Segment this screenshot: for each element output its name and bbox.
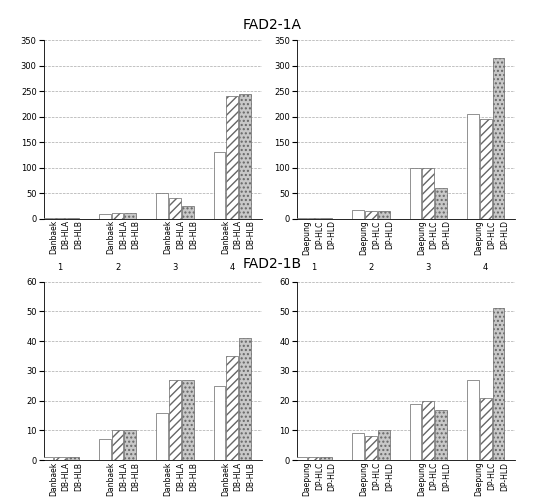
Bar [480,398,492,460]
Text: 1: 1 [311,263,316,272]
Bar [67,457,79,460]
Bar [124,431,136,460]
Bar [54,218,66,219]
Bar [435,188,447,219]
Text: 3: 3 [172,263,178,272]
Text: 4: 4 [229,263,235,272]
Bar [435,409,447,460]
Bar [378,431,390,460]
Bar [353,434,364,460]
Bar [353,210,364,219]
Bar [226,356,238,460]
Bar [41,218,53,219]
Bar [365,437,377,460]
Text: 1: 1 [58,263,63,272]
Bar [99,214,111,219]
Bar [156,193,168,219]
Bar [410,168,421,219]
Bar [214,386,226,460]
Bar [422,168,434,219]
Bar [54,457,66,460]
Bar [467,380,479,460]
Bar [295,457,307,460]
Text: 2: 2 [115,263,120,272]
Bar [239,338,251,460]
Bar [41,457,53,460]
Bar [169,198,181,219]
Text: FAD2-1A: FAD2-1A [243,18,302,32]
Bar [156,412,168,460]
Bar [112,213,123,219]
Bar [182,380,193,460]
Bar [67,218,79,219]
Bar [422,401,434,460]
Bar [410,404,421,460]
Text: FAD2-1B: FAD2-1B [243,257,302,271]
Bar [480,119,492,219]
Bar [169,380,181,460]
Bar [308,457,319,460]
Bar [99,440,111,460]
Bar [226,97,238,219]
Bar [493,58,504,219]
Bar [467,114,479,219]
Bar [308,218,319,219]
Bar [239,94,251,219]
Bar [124,213,136,219]
Text: 3: 3 [426,263,431,272]
Bar [493,308,504,460]
Bar [112,431,123,460]
Text: 4: 4 [483,263,488,272]
Text: 2: 2 [368,263,373,272]
Bar [378,211,390,219]
Bar [182,206,193,219]
Bar [320,218,332,219]
Bar [295,218,307,219]
Bar [365,211,377,219]
Bar [320,457,332,460]
Bar [214,152,226,219]
